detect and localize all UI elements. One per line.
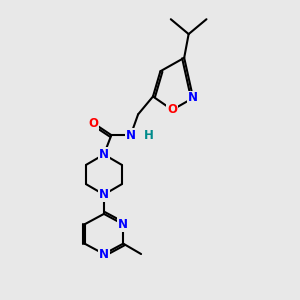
Text: N: N (126, 129, 136, 142)
Text: N: N (99, 148, 109, 161)
Text: N: N (118, 218, 128, 231)
Text: H: H (144, 129, 154, 142)
Text: N: N (99, 188, 109, 201)
Text: N: N (99, 248, 109, 260)
Text: N: N (188, 92, 198, 104)
Text: O: O (88, 117, 98, 130)
Text: O: O (167, 103, 177, 116)
